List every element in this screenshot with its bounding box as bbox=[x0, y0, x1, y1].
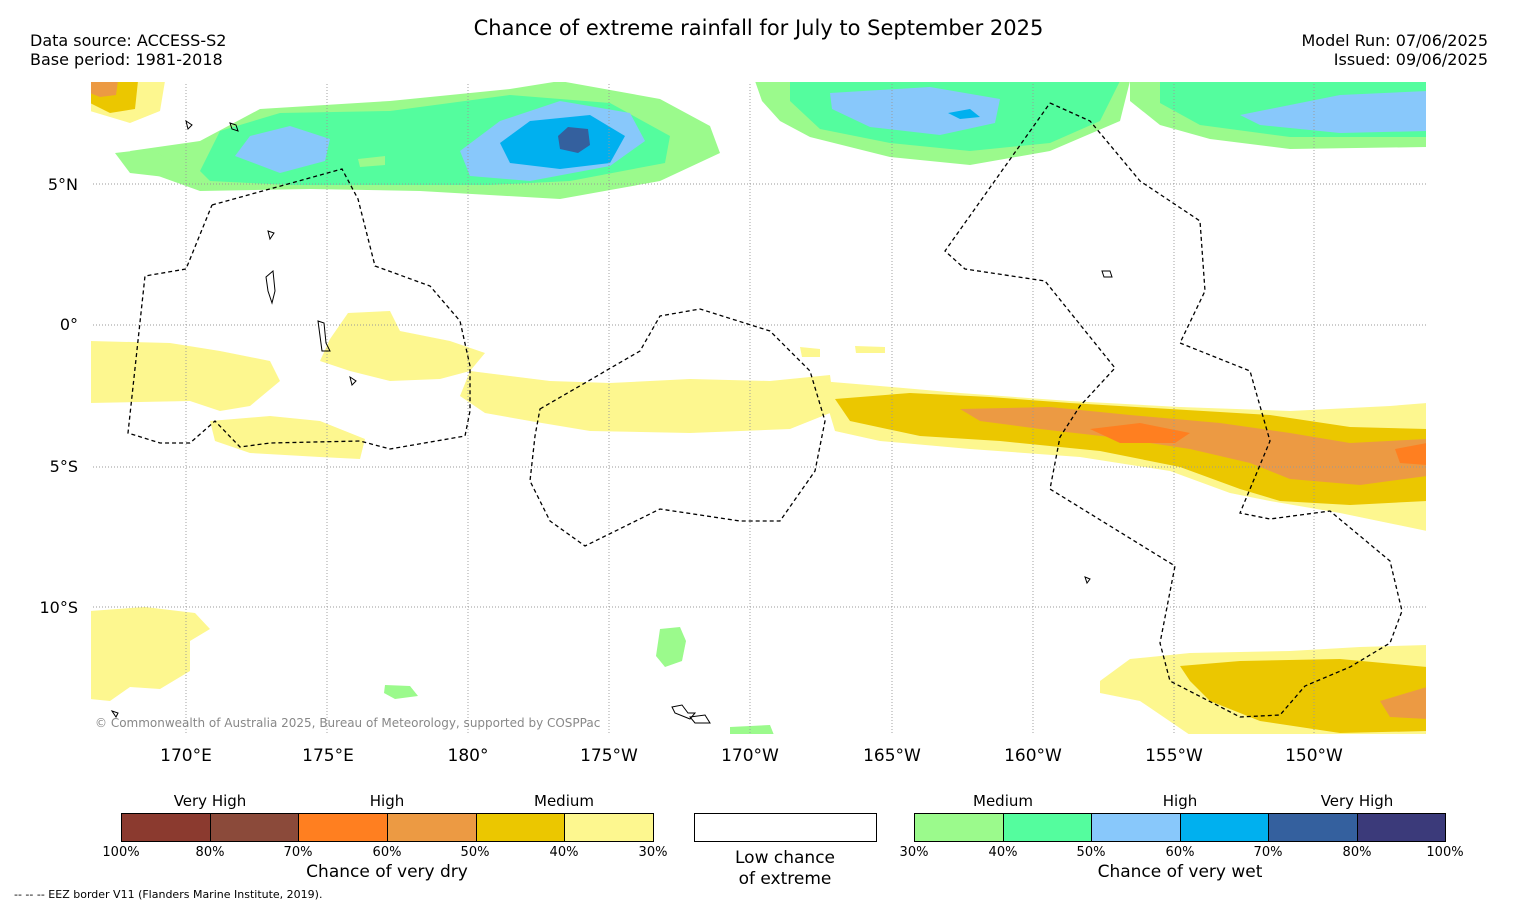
run-info: Model Run: 07/06/2025 Issued: 09/06/2025 bbox=[1302, 31, 1489, 69]
islands bbox=[110, 119, 1113, 724]
wet-tick: 50% bbox=[1076, 845, 1106, 860]
dry-legend-title: Chance of very dry bbox=[306, 862, 468, 882]
dry-swatch-40-30 bbox=[565, 814, 654, 841]
data-source-info: Data source: ACCESS-S2 Base period: 1981… bbox=[30, 31, 226, 69]
dry-tick: 70% bbox=[283, 845, 313, 860]
graticule bbox=[90, 81, 1427, 735]
dry-heading-very-high: Very High bbox=[173, 792, 247, 810]
dry-tick: 40% bbox=[549, 845, 579, 860]
lon-label-165w: 165°W bbox=[863, 746, 921, 766]
lon-label-175e: 175°E bbox=[302, 746, 354, 766]
low-chance-line1: Low chance bbox=[735, 848, 835, 868]
low-chance-title: Low chance of extreme bbox=[685, 848, 885, 890]
southwest-dry-patch bbox=[90, 607, 210, 701]
issued-date: Issued: 09/06/2025 bbox=[1333, 50, 1488, 69]
data-source: Data source: ACCESS-S2 bbox=[30, 31, 227, 50]
map-frame bbox=[90, 81, 1427, 735]
wet-tick: 30% bbox=[899, 845, 929, 860]
dry-tick: 60% bbox=[372, 845, 402, 860]
eez-footnote: -- -- -- EEZ border V11 (Flanders Marine… bbox=[14, 888, 323, 901]
dry-heading-high: High bbox=[369, 792, 405, 810]
copyright-notice: © Commonwealth of Australia 2025, Bureau… bbox=[95, 716, 601, 730]
southern-wet-patches bbox=[384, 627, 774, 735]
wet-swatch-30-40 bbox=[915, 814, 1004, 841]
dry-tick: 30% bbox=[638, 845, 668, 860]
lon-label-155w: 155°W bbox=[1145, 746, 1203, 766]
dry-swatch-80-70 bbox=[210, 814, 300, 841]
northern-wet-band bbox=[115, 81, 1427, 199]
wet-tick: 60% bbox=[1165, 845, 1195, 860]
northwest-dry-patch bbox=[90, 81, 165, 123]
lon-label-160w: 160°W bbox=[1004, 746, 1062, 766]
wet-swatch-60-70 bbox=[1180, 814, 1269, 841]
wet-tick: 100% bbox=[1426, 845, 1464, 860]
dry-colorbar bbox=[121, 813, 654, 842]
eez-borders bbox=[127, 102, 1403, 718]
lon-label-170w: 170°W bbox=[721, 746, 779, 766]
dry-heading-medium: Medium bbox=[534, 792, 594, 810]
dry-swatch-100-80 bbox=[122, 814, 211, 841]
dry-swatch-50-40 bbox=[476, 814, 566, 841]
wet-tick: 40% bbox=[988, 845, 1018, 860]
dry-swatch-60-50 bbox=[388, 814, 477, 841]
lon-label-175w: 175°W bbox=[580, 746, 638, 766]
map-layers bbox=[90, 81, 1427, 735]
base-period: Base period: 1981-2018 bbox=[30, 50, 223, 69]
wet-colorbar bbox=[914, 813, 1446, 842]
wet-heading-medium: Medium bbox=[973, 792, 1033, 810]
lat-label-5s: 5°S bbox=[49, 457, 78, 476]
dry-tick: 100% bbox=[102, 845, 140, 860]
low-chance-swatch bbox=[694, 813, 877, 842]
southeast-dry-patch bbox=[1100, 645, 1427, 735]
lat-label-10s: 10°S bbox=[39, 598, 78, 617]
model-run: Model Run: 07/06/2025 bbox=[1301, 31, 1489, 50]
wet-tick: 70% bbox=[1253, 845, 1283, 860]
wet-heading-high: High bbox=[1162, 792, 1198, 810]
lon-label-170e: 170°E bbox=[160, 746, 212, 766]
equatorial-dry-band-west bbox=[90, 311, 885, 459]
lat-label-5n: 5°N bbox=[47, 175, 78, 194]
equatorial-dry-band-east bbox=[820, 381, 1427, 531]
wet-tick: 80% bbox=[1342, 845, 1372, 860]
lon-label-150w: 150°W bbox=[1285, 746, 1343, 766]
lon-label-180: 180° bbox=[447, 746, 489, 766]
wet-swatch-40-50 bbox=[1003, 814, 1092, 841]
wet-heading-very-high: Very High bbox=[1320, 792, 1394, 810]
dry-tick: 80% bbox=[195, 845, 225, 860]
low-chance-line2: of extreme bbox=[738, 869, 832, 889]
map-title: Chance of extreme rainfall for July to S… bbox=[473, 16, 1044, 40]
wet-swatch-70-80 bbox=[1269, 814, 1358, 841]
wet-swatch-50-60 bbox=[1092, 814, 1181, 841]
dry-swatch-70-60 bbox=[299, 814, 389, 841]
dry-tick: 50% bbox=[460, 845, 490, 860]
lat-label-0: 0° bbox=[59, 315, 78, 334]
wet-swatch-80-100 bbox=[1357, 814, 1445, 841]
wet-legend-title: Chance of very wet bbox=[1097, 862, 1263, 882]
rainfall-map bbox=[90, 81, 1427, 735]
